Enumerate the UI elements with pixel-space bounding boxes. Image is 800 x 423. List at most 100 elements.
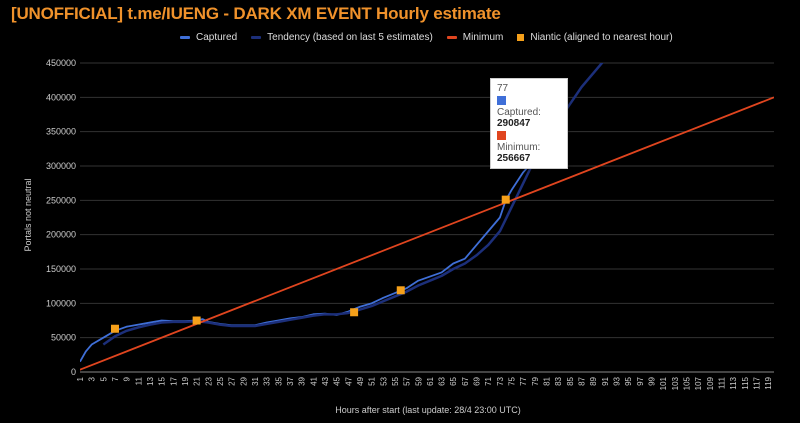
legend-item-minimum[interactable]: Minimum xyxy=(446,32,504,43)
tooltip-minimum-value: 256667 xyxy=(497,153,531,164)
x-tick-label: 113 xyxy=(729,376,738,389)
y-axis-label: Portals not neutral xyxy=(23,178,33,251)
tooltip-captured-label: Captured: xyxy=(497,107,541,118)
x-tick-label: 61 xyxy=(426,376,435,385)
x-tick-label: 47 xyxy=(344,376,353,385)
x-tick-label: 35 xyxy=(274,376,283,385)
niantic-marker xyxy=(396,286,405,295)
legend-label: Tendency (based on last 5 estimates) xyxy=(267,32,433,43)
legend-item-niantic[interactable]: Niantic (aligned to nearest hour) xyxy=(517,32,673,43)
niantic-marker xyxy=(350,308,359,317)
x-tick-label: 55 xyxy=(391,376,400,385)
x-tick-label: 3 xyxy=(88,376,97,381)
x-tick-label: 13 xyxy=(146,376,155,385)
x-tick-label: 117 xyxy=(753,376,762,389)
x-tick-label: 79 xyxy=(531,376,540,385)
x-tick-label: 91 xyxy=(601,376,610,385)
legend-label: Niantic (aligned to nearest hour) xyxy=(530,32,673,43)
x-tick-label: 53 xyxy=(379,376,388,385)
x-tick-label: 103 xyxy=(671,376,680,390)
chart-title: [UNOFFICIAL] t.me/IUENG - DARK XM EVENT … xyxy=(11,4,501,23)
x-tick-label: 97 xyxy=(636,376,645,385)
x-tick-label: 5 xyxy=(99,376,108,381)
tooltip-hour: 77 xyxy=(497,83,509,94)
x-tick-label: 75 xyxy=(508,376,517,385)
x-tick-label: 17 xyxy=(169,376,178,385)
y-tick-label: 100000 xyxy=(46,298,76,308)
y-tick-label: 50000 xyxy=(51,333,76,343)
x-tick-label: 93 xyxy=(613,376,622,385)
legend-label: Minimum xyxy=(462,32,504,43)
x-tick-label: 105 xyxy=(683,376,692,390)
x-tick-label: 25 xyxy=(216,376,225,385)
x-tick-label: 41 xyxy=(309,376,318,385)
x-tick-label: 11 xyxy=(134,376,143,385)
y-tick-label: 0 xyxy=(71,367,76,377)
x-tick-label: 39 xyxy=(298,376,307,385)
y-tick-label: 400000 xyxy=(46,92,76,102)
tooltip-captured-value: 290847 xyxy=(497,118,531,129)
x-tick-label: 111 xyxy=(718,376,727,389)
tooltip-minimum-label: Minimum: xyxy=(497,142,541,153)
legend-label: Captured xyxy=(196,32,238,43)
x-tick-label: 107 xyxy=(694,376,703,390)
x-tick-label: 45 xyxy=(333,376,342,385)
niantic-marker xyxy=(192,316,201,325)
niantic-marker xyxy=(110,324,119,333)
x-tick-label: 71 xyxy=(484,376,493,385)
x-tick-label: 29 xyxy=(239,376,248,385)
x-tick-label: 57 xyxy=(403,376,412,385)
x-tick-label: 109 xyxy=(706,376,715,390)
legend-item-captured[interactable]: Captured xyxy=(180,32,237,43)
tooltip: 77 Captured: 290847 Minimum: 256667 xyxy=(490,78,568,169)
x-tick-label: 115 xyxy=(741,376,750,389)
series-line-2 xyxy=(80,96,774,371)
legend: Captured Tendency (based on last 5 estim… xyxy=(180,32,673,43)
x-tick-label: 15 xyxy=(158,376,167,385)
series-line-0 xyxy=(80,151,542,363)
legend-swatch xyxy=(517,34,525,41)
x-tick-label: 7 xyxy=(111,376,120,381)
x-tick-label: 63 xyxy=(438,376,447,385)
x-tick-label: 119 xyxy=(764,376,773,389)
legend-swatch xyxy=(180,36,190,39)
x-tick-label: 59 xyxy=(414,376,423,385)
legend-item-tendency[interactable]: Tendency (based on last 5 estimates) xyxy=(251,32,433,43)
y-tick-label: 350000 xyxy=(46,127,76,137)
x-tick-label: 69 xyxy=(473,376,482,385)
x-tick-label: 23 xyxy=(204,376,213,385)
x-tick-label: 49 xyxy=(356,376,365,385)
niantic-marker xyxy=(501,195,510,204)
x-tick-label: 81 xyxy=(543,376,552,385)
minimum-swatch xyxy=(497,131,506,140)
x-tick-label: 51 xyxy=(368,376,377,385)
x-tick-label: 73 xyxy=(496,376,505,385)
x-tick-label: 85 xyxy=(566,376,575,385)
x-tick-label: 43 xyxy=(321,376,330,385)
x-tick-label: 31 xyxy=(251,376,260,385)
x-tick-label: 99 xyxy=(648,376,657,385)
x-tick-label: 95 xyxy=(624,376,633,385)
x-tick-label: 101 xyxy=(659,376,668,390)
x-tick-label: 21 xyxy=(193,376,202,385)
x-tick-label: 87 xyxy=(578,376,587,385)
y-tick-label: 200000 xyxy=(46,230,76,240)
x-tick-label: 37 xyxy=(286,376,295,385)
y-tick-label: 450000 xyxy=(46,58,76,68)
x-tick-label: 19 xyxy=(181,376,190,385)
x-tick-label: 1 xyxy=(76,376,85,381)
captured-swatch xyxy=(497,96,506,105)
legend-swatch xyxy=(446,36,457,39)
x-axis-label: Hours after start (last update: 28/4 23:… xyxy=(335,405,521,415)
y-tick-label: 250000 xyxy=(46,195,76,205)
x-tick-label: 83 xyxy=(554,376,563,385)
y-tick-label: 150000 xyxy=(46,264,76,274)
x-tick-label: 67 xyxy=(461,376,470,385)
x-tick-label: 33 xyxy=(263,376,272,385)
x-tick-label: 9 xyxy=(123,376,132,381)
legend-swatch xyxy=(251,36,262,39)
x-tick-label: 65 xyxy=(449,376,458,385)
x-tick-label: 89 xyxy=(589,376,598,385)
x-tick-label: 77 xyxy=(519,376,528,385)
